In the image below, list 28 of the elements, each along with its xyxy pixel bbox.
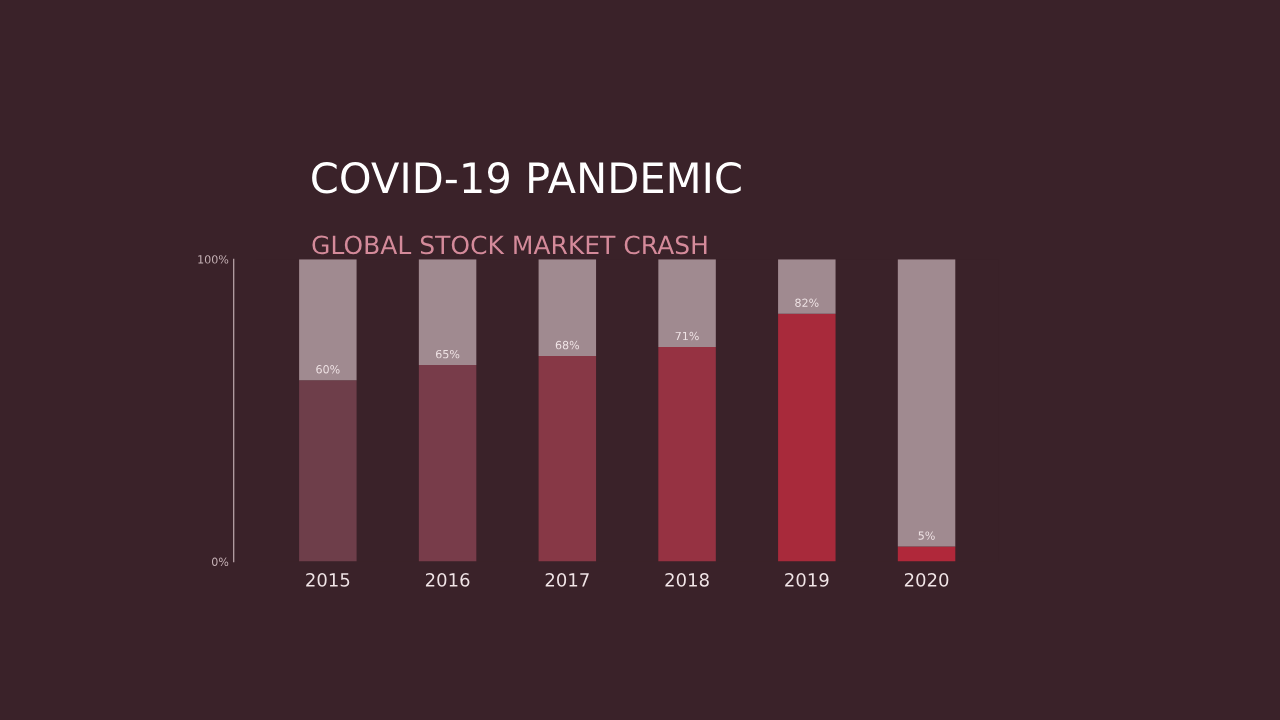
y-tick-label: 100%: [198, 255, 229, 264]
bar: [658, 259, 716, 347]
bar: [658, 346, 716, 562]
x-tick-label: 2019: [785, 573, 829, 587]
bar: [897, 546, 956, 562]
bar: [897, 259, 956, 547]
chart-title: COVID-19 PANDEMIC: [312, 162, 741, 194]
bar: [299, 259, 357, 381]
data-label: 82%: [795, 298, 819, 307]
data-label: 60%: [316, 365, 340, 374]
data-label: 5%: [918, 531, 935, 540]
x-tick-label: 2017: [545, 573, 589, 587]
data-label: 65%: [436, 349, 460, 359]
x-tick-label: 2018: [665, 573, 709, 587]
x-tick-label: 2016: [425, 573, 470, 587]
bar: [418, 259, 477, 366]
bar: [538, 355, 597, 562]
bar: [299, 380, 357, 562]
bar: [538, 259, 597, 356]
y-tick-label: 0%: [211, 557, 229, 566]
x-tick-label: 2020: [904, 573, 949, 587]
x-tick-label: 2015: [306, 573, 350, 587]
chart-subtitle: GLOBAL STOCK MARKET CRASH: [312, 235, 707, 255]
data-label: 71%: [675, 331, 699, 341]
bar: [418, 365, 477, 562]
bar: [778, 313, 836, 562]
bar: [778, 259, 836, 314]
data-label: 68%: [555, 340, 580, 350]
